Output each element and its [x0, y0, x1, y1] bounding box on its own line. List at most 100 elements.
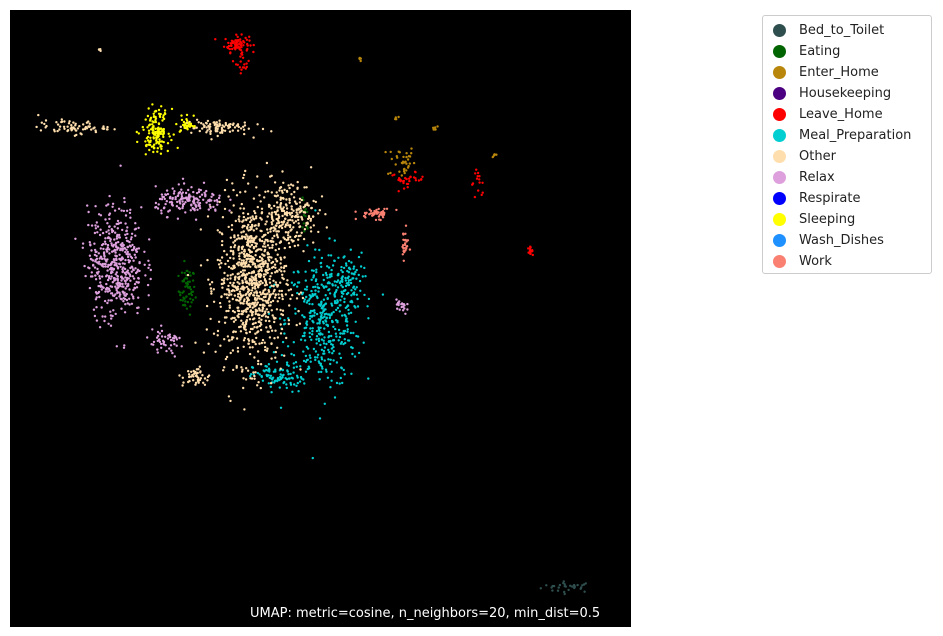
data-point [320, 256, 324, 260]
data-point [271, 376, 275, 379]
data-point [284, 377, 287, 380]
data-point [277, 219, 280, 222]
data-point [320, 356, 323, 359]
data-point [296, 180, 299, 184]
data-point [223, 293, 226, 296]
data-point [406, 308, 409, 311]
data-point [268, 370, 271, 373]
data-point [232, 368, 235, 372]
data-point [306, 358, 309, 361]
data-point [132, 288, 135, 292]
data-point [191, 298, 195, 302]
data-point [70, 124, 73, 127]
data-point [97, 262, 100, 265]
data-point [240, 259, 243, 262]
data-point [246, 212, 250, 216]
data-point [237, 237, 240, 240]
data-point [112, 277, 116, 280]
data-point [134, 234, 137, 237]
data-point [147, 259, 150, 262]
data-point [124, 303, 127, 306]
data-point [292, 371, 295, 374]
data-point [264, 319, 268, 322]
data-point [173, 190, 176, 193]
data-point [352, 293, 356, 296]
data-point [265, 283, 269, 286]
data-point [377, 211, 380, 214]
data-point [317, 230, 320, 234]
data-point [345, 264, 348, 267]
data-point [233, 244, 237, 247]
data-point [272, 370, 276, 373]
data-point [220, 232, 223, 235]
data-point [88, 122, 91, 125]
data-point [246, 254, 249, 257]
data-point [358, 279, 362, 283]
data-point [185, 282, 188, 285]
data-point [106, 222, 109, 225]
data-point [304, 215, 307, 218]
data-point [195, 118, 199, 122]
data-point [81, 246, 85, 249]
data-point [319, 304, 322, 307]
data-point [168, 135, 171, 138]
data-point [299, 291, 303, 294]
data-point [294, 215, 297, 218]
data-point [259, 328, 263, 332]
data-point [322, 273, 325, 277]
data-point [194, 296, 197, 299]
data-point [294, 361, 298, 364]
legend-label: Housekeeping [799, 85, 892, 101]
data-point [436, 125, 439, 128]
data-point [403, 304, 406, 307]
data-point [266, 264, 269, 268]
data-point [292, 196, 296, 199]
data-point [147, 294, 150, 297]
data-point [242, 265, 245, 268]
data-point [102, 127, 106, 131]
data-point [262, 296, 266, 299]
data-point [433, 128, 437, 131]
data-point [177, 206, 181, 210]
data-point [299, 207, 302, 210]
data-point [286, 221, 289, 225]
data-point [106, 278, 110, 282]
data-point [291, 294, 294, 297]
data-point [193, 285, 196, 289]
data-point [292, 239, 295, 243]
data-point [305, 322, 308, 325]
data-point [387, 172, 390, 175]
data-point [113, 225, 116, 228]
data-point [122, 300, 125, 303]
data-point [106, 269, 109, 272]
data-point [304, 354, 308, 358]
data-point [238, 290, 242, 293]
data-point [227, 225, 230, 229]
data-point [275, 308, 279, 311]
data-point [354, 320, 357, 323]
data-point [339, 299, 342, 302]
data-point [309, 356, 312, 360]
data-point [181, 384, 184, 387]
data-point [157, 203, 160, 206]
data-point [256, 350, 260, 353]
data-point [125, 298, 129, 302]
data-point [245, 300, 249, 303]
data-point [125, 248, 128, 251]
data-point [107, 263, 110, 267]
data-point [123, 267, 127, 271]
data-point [264, 223, 267, 226]
data-point [280, 220, 283, 224]
data-point [226, 46, 229, 49]
data-point [133, 245, 136, 249]
data-point [284, 203, 288, 206]
data-point [478, 178, 481, 181]
data-point [141, 125, 144, 129]
data-point [341, 285, 344, 289]
data-point [150, 145, 154, 148]
data-point [44, 126, 47, 129]
data-point [270, 357, 273, 360]
data-point [333, 396, 337, 399]
data-point [252, 43, 255, 47]
